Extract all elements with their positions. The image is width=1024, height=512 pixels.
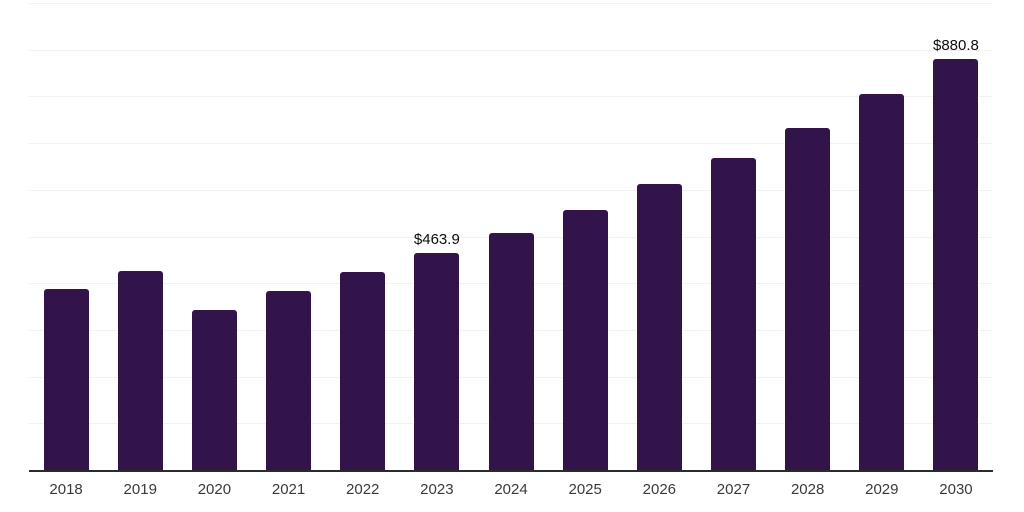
x-tick-2024: 2024	[494, 481, 528, 498]
gridline-800	[29, 96, 993, 98]
bar-slot-2021	[251, 3, 325, 470]
bar-2019	[117, 270, 163, 470]
bar-slot-2022	[326, 3, 400, 470]
bar-2025	[562, 209, 608, 470]
bar-2027	[710, 158, 756, 470]
bar-2020	[191, 309, 237, 470]
bar-2023	[414, 253, 460, 470]
bar-slot-2018	[29, 3, 103, 470]
x-tick-2018: 2018	[49, 481, 83, 498]
x-tick-2027: 2027	[716, 481, 751, 498]
x-tick-2019: 2019	[123, 481, 157, 498]
bar-2030	[933, 58, 979, 470]
x-tick-2030: 2030	[939, 481, 973, 498]
x-tick-2021: 2021	[271, 481, 306, 498]
gridline-900	[29, 49, 993, 51]
bar-2022	[340, 271, 386, 470]
bar-2021	[266, 290, 312, 470]
bar-slot-2030: $880.8	[919, 3, 993, 470]
x-tick-2025: 2025	[568, 481, 602, 498]
bar-2028	[785, 128, 831, 470]
x-tick-2026: 2026	[642, 481, 677, 498]
plot-area: $463.9 $880.8	[29, 3, 993, 472]
bar-slot-2025	[548, 3, 622, 470]
x-tick-2028: 2028	[790, 481, 825, 498]
x-tick-2020: 2020	[197, 481, 232, 498]
x-tick-2023: 2023	[420, 481, 454, 498]
bar-slot-2024	[474, 3, 548, 470]
gridline-1000	[29, 3, 993, 4]
bar-slot-2027	[696, 3, 770, 470]
bar-2018	[43, 288, 89, 470]
bar-slot-2023: $463.9	[400, 3, 474, 470]
x-tick-2022: 2022	[346, 481, 380, 498]
bar-2029	[859, 94, 905, 470]
bar-2026	[636, 183, 682, 470]
bar-slot-2020	[177, 3, 251, 470]
bar-2024	[488, 232, 534, 470]
bar-slot-2026	[622, 3, 696, 470]
bar-slot-2029	[845, 3, 919, 470]
bar-slot-2028	[771, 3, 845, 470]
x-tick-2029: 2029	[865, 481, 899, 498]
value-label-2023: $463.9	[413, 231, 460, 249]
bar-slot-2019	[103, 3, 177, 470]
value-label-2030: $880.8	[933, 36, 979, 54]
x-axis: 2018 2019 2020 2021 2022 2023 2024 2025 2026 2027…	[29, 481, 993, 499]
gridline-600	[29, 189, 993, 191]
bar-series: $463.9 $880.8	[29, 3, 993, 470]
gridline-700	[29, 143, 993, 145]
